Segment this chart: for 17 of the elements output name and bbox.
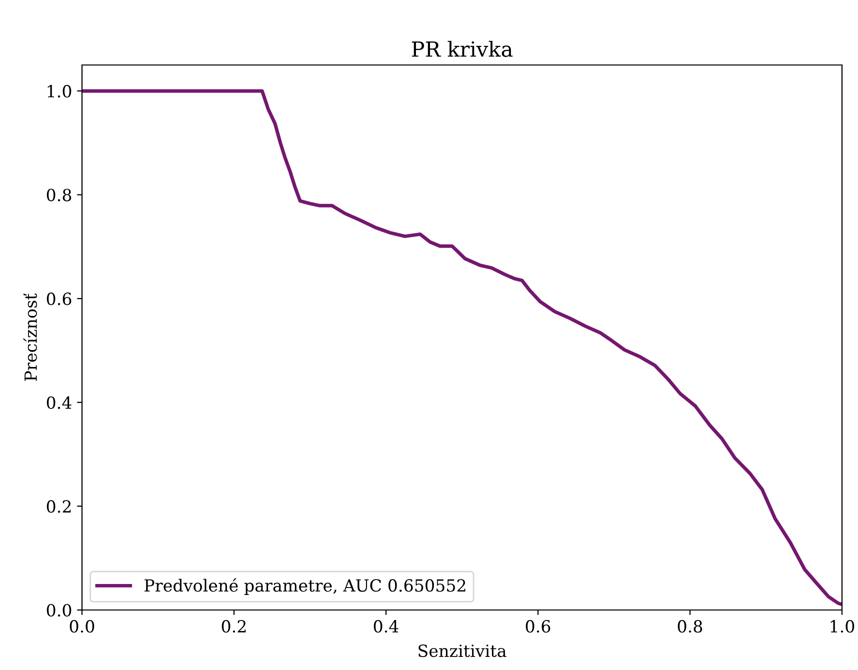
y-tick-label: 0.0 xyxy=(46,604,72,617)
x-tick-label: 1.0 xyxy=(830,620,854,633)
y-tick-label: 0.4 xyxy=(46,396,72,409)
y-tick-label: 0.8 xyxy=(46,188,72,202)
chart-title: PR krivka xyxy=(412,40,513,57)
y-tick-label: 0.6 xyxy=(46,292,72,306)
y-tick-label: 1.0 xyxy=(48,84,72,98)
x-tick-label: 0.0 xyxy=(70,620,94,633)
x-tick-label: 0.6 xyxy=(526,620,550,633)
y-tick-label: 0.2 xyxy=(46,500,71,513)
x-tick-label: 0.2 xyxy=(222,620,246,633)
line-series xyxy=(82,89,842,606)
legend-label: Predvolené parametre, AUC 0.650552 xyxy=(144,578,466,595)
x-tick-label: 0.4 xyxy=(374,620,398,633)
x-tick-label: 0.8 xyxy=(678,620,702,633)
y-axis-title: Precíznosť xyxy=(23,293,37,381)
x-axis-title: Senzitivita xyxy=(418,644,506,658)
